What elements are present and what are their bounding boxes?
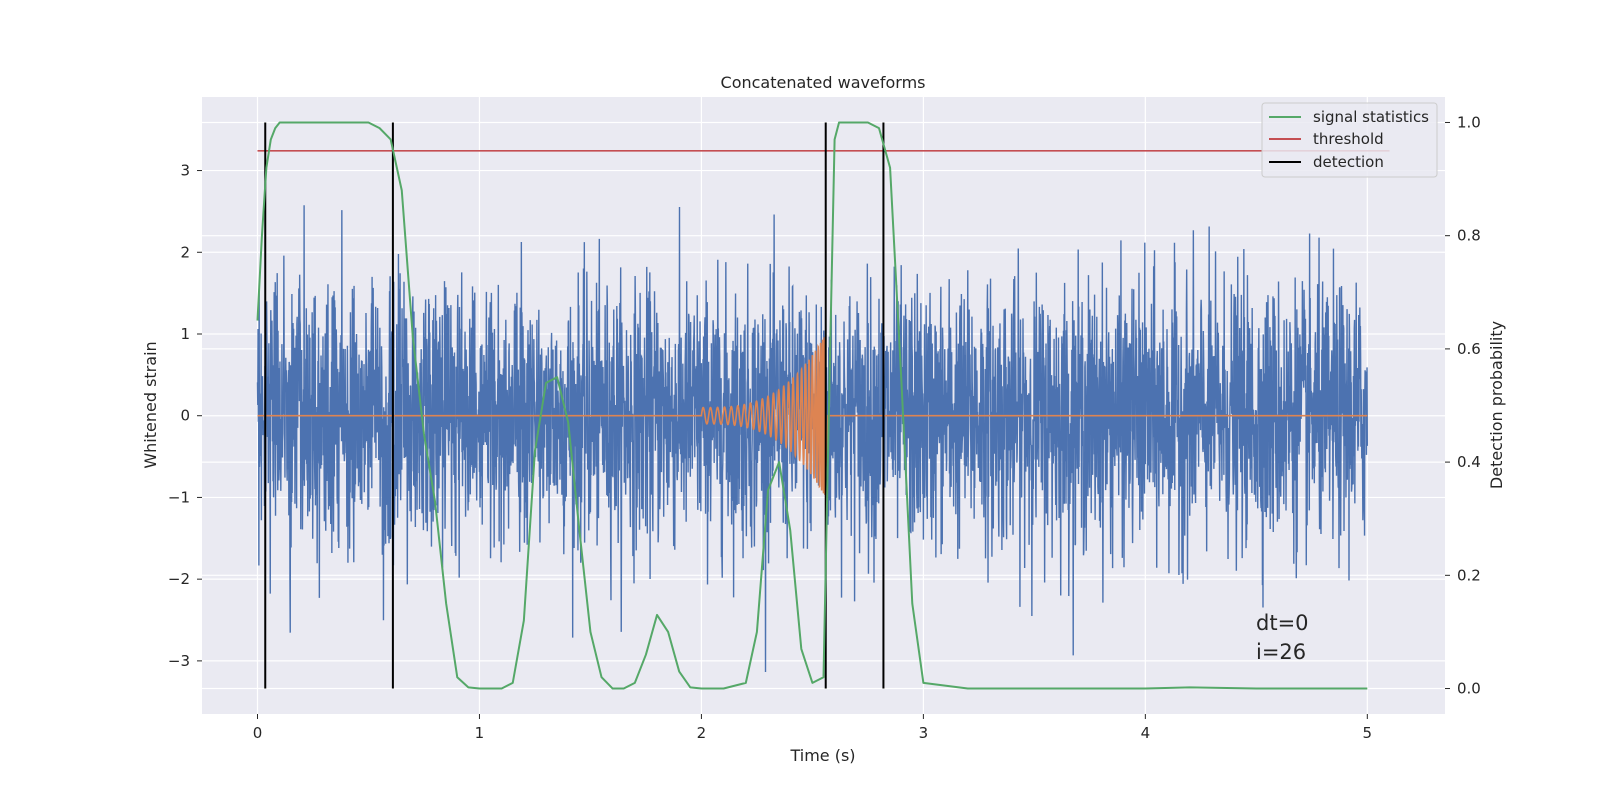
y-axis-ticks: −3 −2 −1 0 1 2 3 <box>168 162 202 670</box>
legend: signal statistics threshold detection <box>1261 102 1438 178</box>
x-tick-label: 1 <box>475 724 485 742</box>
injection-series <box>257 336 1368 495</box>
probability-series <box>256 121 1390 690</box>
y2-tick-label: 0.0 <box>1457 680 1481 698</box>
y2-tick-label: 0.4 <box>1457 453 1481 471</box>
chart-title: Concatenated waveforms <box>721 73 926 92</box>
x-axis-label: Time (s) <box>789 746 855 765</box>
y2-tick-label: 0.6 <box>1457 340 1481 358</box>
x-tick-label: 0 <box>253 724 263 742</box>
x-tick-label: 5 <box>1363 724 1373 742</box>
y2-tick-label: 0.8 <box>1457 227 1481 245</box>
y2-axis-label: Detection probability <box>1487 321 1506 489</box>
y2-axis-ticks: 0.0 0.2 0.4 0.6 0.8 1.0 <box>1445 113 1481 698</box>
y-tick-label: 2 <box>180 243 190 261</box>
y-axis-label: Whitened strain <box>141 341 160 468</box>
legend-label-signal: signal statistics <box>1313 108 1429 126</box>
y-tick-label: −2 <box>168 570 190 588</box>
y-tick-label: −3 <box>168 652 190 670</box>
y-tick-label: −1 <box>168 488 190 506</box>
y-tick-label: 0 <box>180 407 190 425</box>
x-tick-label: 2 <box>697 724 707 742</box>
y2-tick-label: 0.2 <box>1457 566 1481 584</box>
annotation-dt: dt=0 <box>1256 611 1309 635</box>
x-tick-label: 3 <box>919 724 929 742</box>
y-tick-label: 1 <box>180 325 190 343</box>
legend-label-detection: detection <box>1313 153 1384 171</box>
x-tick-label: 4 <box>1141 724 1151 742</box>
injection-line <box>257 336 1368 495</box>
legend-box <box>1261 102 1438 178</box>
signal-statistics-line <box>256 121 1368 690</box>
legend-label-threshold: threshold <box>1313 130 1384 148</box>
annotation-i: i=26 <box>1256 640 1306 664</box>
y-tick-label: 3 <box>180 162 190 180</box>
x-axis-ticks: 0 1 2 3 4 5 <box>253 714 1372 742</box>
y2-tick-label: 1.0 <box>1457 113 1481 131</box>
